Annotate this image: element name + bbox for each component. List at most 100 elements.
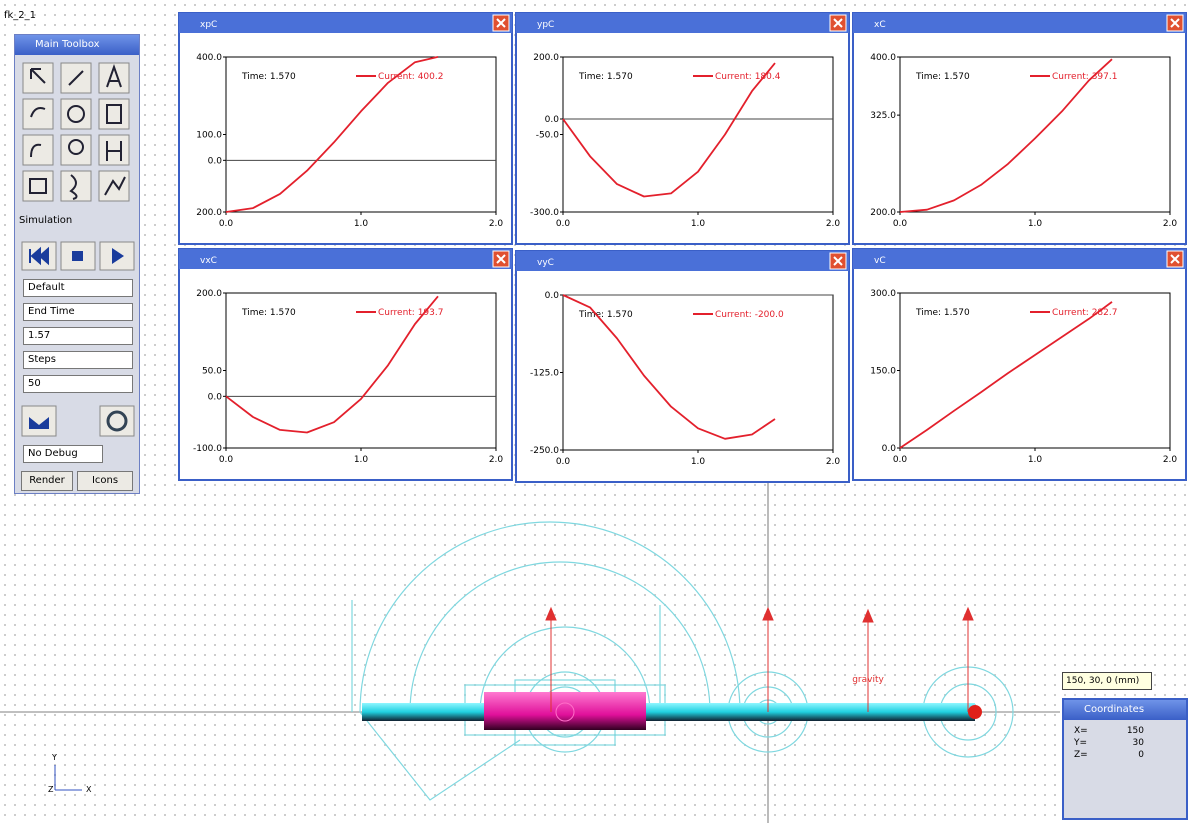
- x-tick-label: 2.0: [826, 457, 841, 467]
- toolbox: Main Toolbox Simulation Default End Time…: [14, 34, 140, 494]
- x-tick-label: 1.0: [1028, 455, 1043, 465]
- coord-value: 30: [1114, 738, 1144, 748]
- time-label: Time: 1.570: [578, 72, 633, 82]
- y-tick-label: 200.0: [196, 289, 222, 299]
- x-tick-label: 1.0: [691, 457, 706, 467]
- coordinates-title: Coordinates: [1064, 700, 1186, 720]
- window-title: ypC: [537, 20, 554, 30]
- coords-tooltip: 150, 30, 0 (mm): [1062, 672, 1152, 690]
- coord-label: Z=: [1074, 750, 1088, 760]
- legend-label: Current: -200.0: [715, 310, 784, 320]
- y-tick-label: -250.0: [530, 446, 559, 456]
- window-title: fk_2_1: [4, 10, 36, 21]
- legend-label: Current: 400.2: [378, 72, 443, 82]
- y-tick-label: -125.0: [530, 369, 559, 379]
- y-tick-label: -100.0: [193, 444, 222, 454]
- y-tick-label: -50.0: [536, 131, 560, 141]
- y-tick-label: 200.0: [870, 208, 896, 218]
- y-tick-label: -300.0: [530, 208, 559, 218]
- time-label: Time: 1.570: [578, 310, 633, 320]
- y-tick-label: 0.0: [545, 291, 560, 301]
- y-tick-label: 400.0: [870, 53, 896, 63]
- end-time-input[interactable]: 1.57: [23, 327, 133, 345]
- coord-label: X=: [1074, 726, 1088, 736]
- time-label: Time: 1.570: [241, 308, 296, 318]
- x-tick-label: 0.0: [556, 457, 571, 467]
- y-tick-label: 200.0: [196, 208, 222, 218]
- x-tick-label: 1.0: [691, 219, 706, 229]
- x-tick-label: 0.0: [556, 219, 571, 229]
- x-tick-label: 1.0: [1028, 219, 1043, 229]
- playback[interactable]: [21, 241, 135, 271]
- coord-label: Y=: [1074, 738, 1087, 748]
- y-tick-label: 0.0: [208, 156, 223, 166]
- legend-label: Current: 282.7: [1052, 308, 1117, 318]
- x-tick-label: 2.0: [1163, 219, 1178, 229]
- title-bar: [516, 251, 849, 271]
- legend-label: Current: 180.4: [715, 72, 781, 82]
- x-tick-label: 1.0: [354, 455, 369, 465]
- y-tick-label: 0.0: [882, 444, 897, 454]
- render-button[interactable]: Render: [21, 471, 73, 491]
- x-tick-label: 0.0: [219, 219, 234, 229]
- sim-buttons[interactable]: [21, 405, 135, 439]
- y-tick-label: 200.0: [533, 53, 559, 63]
- time-label: Time: 1.570: [915, 308, 970, 318]
- window-title: vC: [874, 256, 886, 266]
- scene: gravity Y Z X: [0, 480, 1191, 823]
- title-bar: [516, 13, 849, 33]
- x-tick-label: 0.0: [893, 219, 908, 229]
- time-label: Time: 1.570: [915, 72, 970, 82]
- gravity-label: gravity: [852, 675, 884, 685]
- tool-icons[interactable]: [21, 61, 135, 209]
- plot-window: vC 300.0 150.0 0.00.0 1.0 2.0 Time: 1.570 Curre…: [852, 248, 1187, 481]
- tool-grid: [21, 61, 135, 212]
- coord-value: 150: [1114, 726, 1144, 736]
- coordinates-panel: Coordinates X= 150 Y= 30 Z= 0: [1062, 698, 1188, 820]
- x-tick-label: 0.0: [893, 455, 908, 465]
- section-label: Simulation: [19, 215, 72, 226]
- axis-label: Y: [51, 753, 57, 762]
- x-tick-label: 2.0: [489, 219, 504, 229]
- y-tick-label: 0.0: [208, 392, 223, 402]
- title-bar: [853, 13, 1186, 33]
- end-select[interactable]: End Time: [23, 303, 133, 321]
- legend-label: Current: 397.1: [1052, 72, 1117, 82]
- y-tick-label: 150.0: [870, 367, 896, 377]
- window-title: xpC: [200, 20, 217, 30]
- title-bar: [179, 13, 512, 33]
- window-title: vxC: [200, 256, 217, 266]
- title-bar: [853, 249, 1186, 269]
- x-tick-label: 2.0: [489, 455, 504, 465]
- x-tick-label: 2.0: [1163, 455, 1178, 465]
- plot-window: xC 400.0 325.0 200.00.0 1.0 2.0 Time: 1.570 Cur…: [852, 12, 1187, 245]
- axis-label: X: [86, 785, 92, 794]
- legend-label: Current: 193.7: [378, 308, 443, 318]
- time-label: Time: 1.570: [241, 72, 296, 82]
- mode-select[interactable]: Default: [23, 279, 133, 297]
- page: fk_2_1 gravity Y Z X Main Toolbox Simula…: [0, 0, 1191, 823]
- window-title: xC: [874, 20, 886, 30]
- y-tick-label: 400.0: [196, 53, 222, 63]
- x-tick-label: 2.0: [826, 219, 841, 229]
- y-tick-label: 0.0: [545, 115, 560, 125]
- x-tick-label: 1.0: [354, 219, 369, 229]
- x-tick-label: 0.0: [219, 455, 234, 465]
- window-title: vyC: [537, 258, 554, 268]
- y-tick-label: 50.0: [202, 367, 222, 377]
- steps-select[interactable]: Steps: [23, 351, 133, 369]
- axis-label: Z: [48, 785, 54, 794]
- toolbox-title: Main Toolbox: [15, 35, 139, 55]
- y-tick-label: 300.0: [870, 289, 896, 299]
- title-bar: [179, 249, 512, 269]
- y-tick-label: 100.0: [196, 131, 222, 141]
- steps-input[interactable]: 50: [23, 375, 133, 393]
- icons-button[interactable]: Icons: [77, 471, 133, 491]
- debug-select[interactable]: No Debug: [23, 445, 103, 463]
- coord-value: 0: [1114, 750, 1144, 760]
- y-tick-label: 325.0: [870, 111, 896, 121]
